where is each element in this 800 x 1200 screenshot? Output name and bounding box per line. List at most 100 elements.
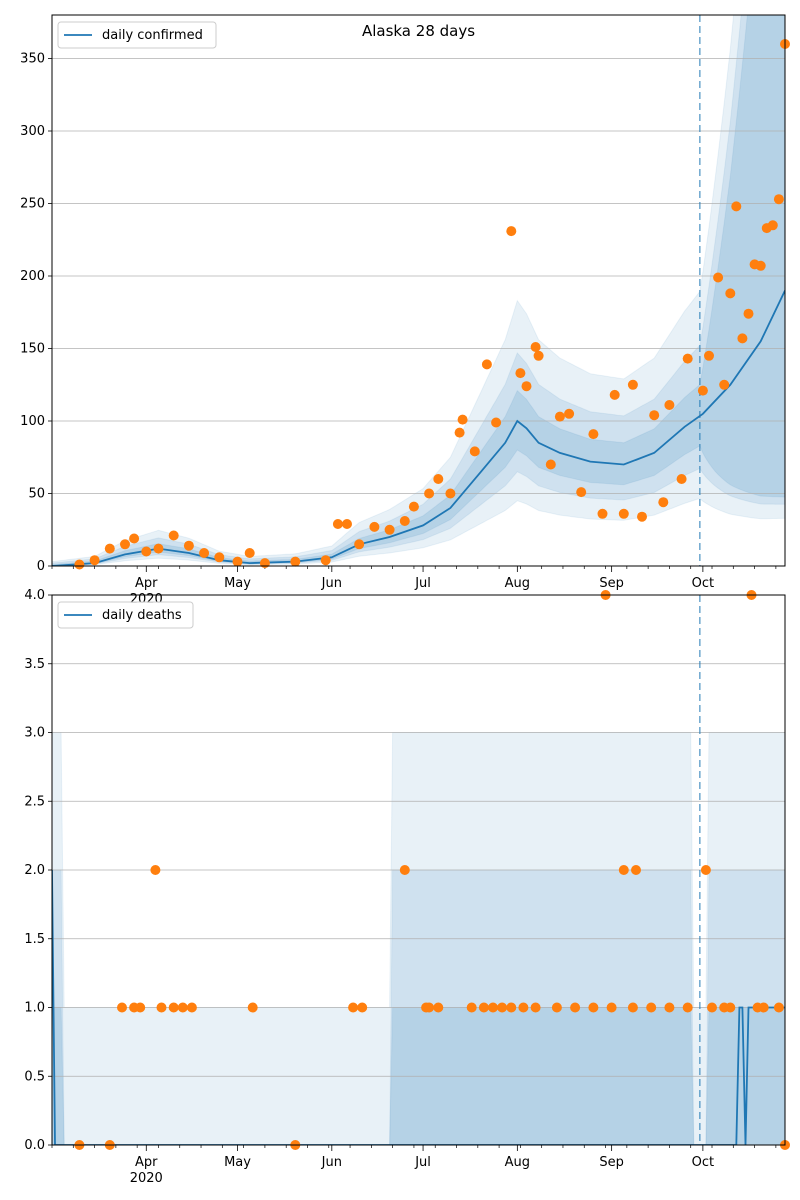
observed-points — [74, 590, 790, 1150]
x-tick-label: Apr — [135, 1155, 158, 1170]
axes-frame — [51, 14, 786, 567]
data-point — [457, 414, 468, 425]
data-point — [576, 487, 587, 498]
data-point — [664, 400, 675, 410]
data-point — [570, 1002, 581, 1013]
data-point — [743, 308, 754, 319]
data-point — [618, 865, 629, 875]
data-point — [737, 333, 748, 344]
x-tick-label: May — [224, 1155, 251, 1170]
data-point — [606, 1002, 617, 1013]
y-tick-label: 300 — [20, 124, 45, 139]
data-point — [433, 1002, 444, 1013]
data-point — [658, 497, 669, 508]
data-point — [646, 1002, 657, 1013]
y-tick-label: 4.0 — [24, 588, 45, 603]
data-point — [408, 501, 419, 512]
data-point — [342, 519, 352, 529]
data-point — [773, 194, 784, 205]
x-tick-label: Jul — [414, 1155, 431, 1170]
data-point — [682, 1002, 693, 1013]
data-point — [697, 385, 708, 396]
data-point — [518, 1002, 529, 1013]
data-point — [466, 1002, 477, 1013]
y-tick-label: 3.0 — [24, 726, 45, 741]
data-point — [135, 1002, 146, 1013]
data-point — [731, 201, 742, 212]
data-point — [424, 1002, 435, 1013]
legend: daily deaths — [57, 601, 194, 629]
y-tick-label: 2.0 — [24, 863, 45, 878]
y-tick-label: 0.0 — [24, 1138, 45, 1153]
x-tick-label: Aug — [505, 576, 530, 591]
data-point — [545, 459, 556, 470]
data-point — [649, 410, 660, 421]
data-point — [773, 1002, 784, 1013]
data-point — [141, 546, 152, 557]
data-point — [354, 539, 365, 550]
data-point — [491, 417, 502, 428]
x-tick-label: Oct — [692, 1155, 714, 1170]
data-point — [259, 558, 270, 569]
data-point — [445, 488, 456, 499]
data-point — [156, 1002, 167, 1013]
data-point — [469, 446, 480, 457]
data-point — [515, 368, 526, 379]
data-point — [530, 342, 541, 352]
data-point — [117, 1002, 127, 1013]
x-tick-label: Jun — [321, 1155, 342, 1170]
data-point — [424, 488, 435, 499]
series-line — [52, 869, 785, 1145]
data-point — [481, 359, 492, 370]
chart-panel-1: 0 50 100 150 200 250 300 350 Apr May Jun Jul Aug Sep O… — [20, 14, 790, 607]
x-tick-label: Apr — [135, 576, 158, 591]
y-tick-label: 2.5 — [24, 794, 45, 809]
data-point — [609, 389, 620, 400]
data-point — [704, 350, 714, 361]
data-point — [150, 865, 161, 875]
data-point — [554, 411, 565, 422]
data-point — [521, 381, 532, 392]
data-point — [153, 543, 164, 554]
data-point — [564, 408, 575, 419]
data-point — [631, 865, 641, 875]
y-tick-label: 0 — [37, 559, 45, 574]
data-point — [183, 540, 194, 551]
y-tick-label: 100 — [20, 414, 45, 429]
series-line — [52, 290, 785, 566]
data-point — [588, 1002, 599, 1013]
data-point — [290, 556, 301, 567]
y-tick-label: 200 — [20, 269, 45, 284]
data-point — [399, 516, 410, 526]
data-point — [627, 379, 638, 390]
data-point — [719, 379, 730, 390]
x-tick-label: Oct — [692, 576, 714, 591]
x-tick-label: Jun — [321, 576, 342, 591]
data-point — [767, 220, 778, 231]
data-point — [497, 1002, 508, 1013]
data-point — [232, 556, 243, 567]
data-point — [533, 350, 544, 361]
data-point — [168, 1002, 179, 1013]
data-point — [244, 548, 255, 558]
data-point — [682, 353, 693, 364]
x-year-label: 2020 — [130, 1171, 163, 1186]
legend-label: daily deaths — [102, 608, 182, 623]
y-tick-label: 350 — [20, 52, 45, 67]
y-tick-label: 3.5 — [24, 657, 45, 672]
chart-title: Alaska 28 days — [362, 22, 475, 40]
x-tick-label: Aug — [505, 1155, 530, 1170]
data-point — [676, 474, 687, 484]
x-tick-label: Sep — [599, 1155, 624, 1170]
data-point — [618, 508, 629, 519]
data-point — [199, 548, 210, 558]
axes-frame — [51, 594, 786, 1146]
data-point — [332, 519, 343, 529]
data-point — [725, 288, 736, 299]
data-point — [168, 530, 179, 541]
data-point — [758, 1002, 769, 1013]
data-point — [129, 533, 140, 544]
data-point — [120, 539, 130, 550]
data-point — [384, 524, 395, 535]
